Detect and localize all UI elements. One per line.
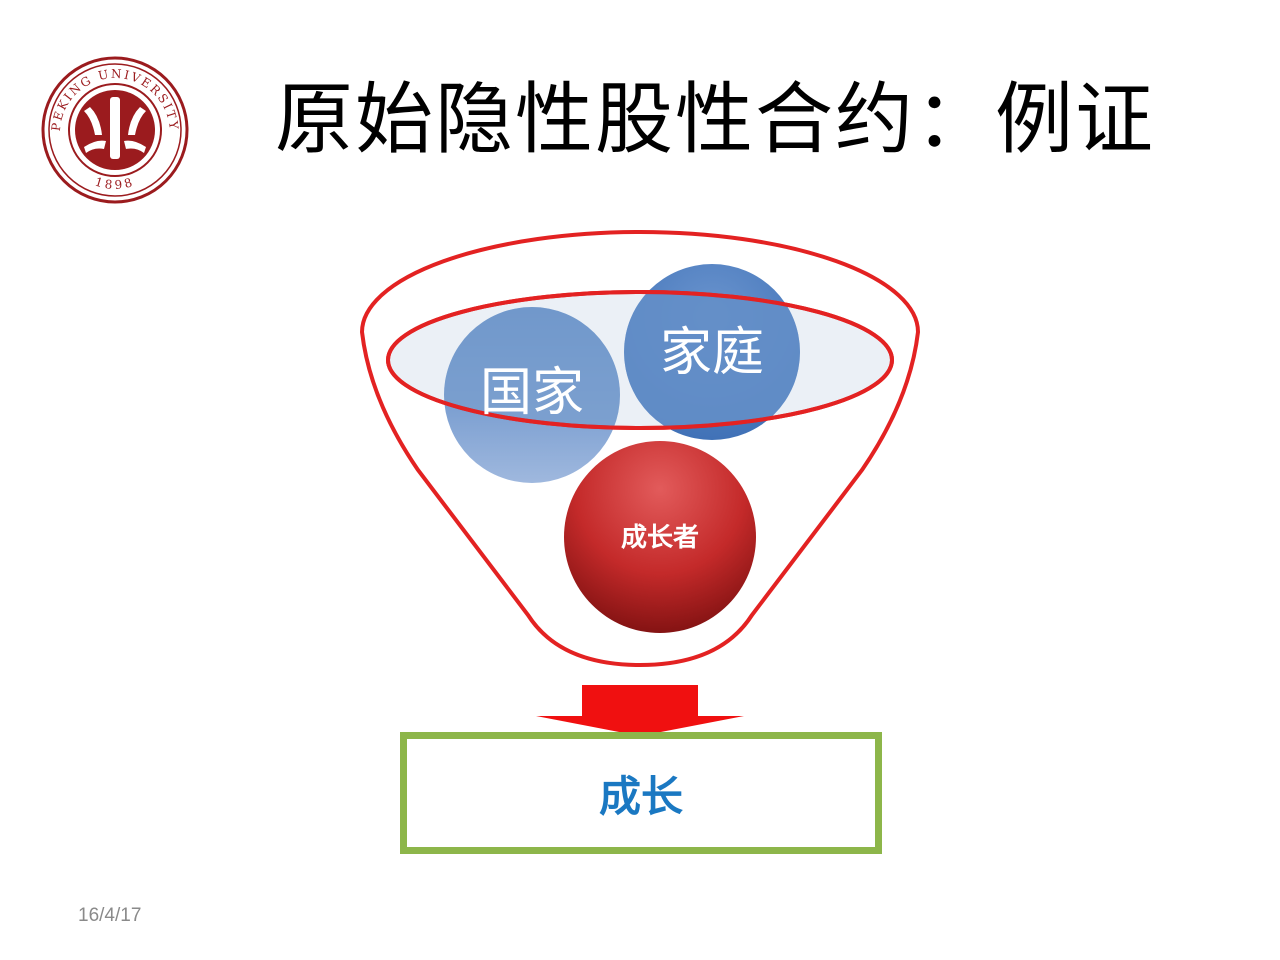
result-label: 成长 [598,771,683,821]
slide-title: 原始隐性股性合约：例证 [275,75,1156,165]
down-arrow-icon [536,685,744,736]
slide-date: 16/4/17 [78,905,142,926]
circle-grower [564,441,756,633]
svg-text:1898: 1898 [93,175,136,193]
logo-year: 1898 [93,175,133,193]
label-grower: 成长者 [621,523,699,553]
label-family: 家庭 [660,323,764,383]
result-box: 成长 [400,732,882,854]
funnel-outline [359,230,921,668]
logo-emblem-icon [75,90,155,170]
peking-university-logo: PEKING UNIVERSITY 1898 [41,56,189,204]
label-country: 国家 [480,363,584,423]
